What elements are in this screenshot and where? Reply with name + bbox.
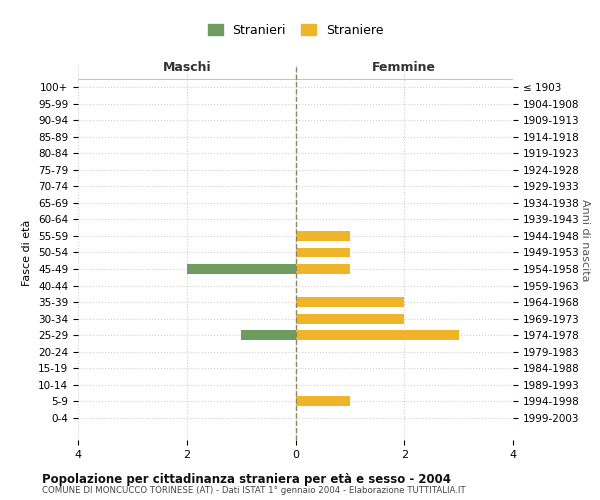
Text: Popolazione per cittadinanza straniera per età e sesso - 2004: Popolazione per cittadinanza straniera p…: [42, 472, 451, 486]
Bar: [296, 314, 404, 324]
Y-axis label: Anni di nascita: Anni di nascita: [0, 499, 1, 500]
Bar: [296, 264, 350, 274]
Bar: [241, 330, 296, 340]
Bar: [187, 264, 296, 274]
Y-axis label: Fasce di età: Fasce di età: [22, 220, 32, 286]
Bar: [296, 248, 350, 258]
Bar: [296, 396, 350, 406]
Text: Anni di nascita: Anni di nascita: [580, 198, 590, 281]
Bar: [296, 297, 404, 307]
Text: COMUNE DI MONCUCCO TORINESE (AT) - Dati ISTAT 1° gennaio 2004 - Elaborazione TUT: COMUNE DI MONCUCCO TORINESE (AT) - Dati …: [42, 486, 466, 495]
Text: Maschi: Maschi: [163, 61, 211, 74]
Bar: [296, 231, 350, 241]
Legend: Stranieri, Straniere: Stranieri, Straniere: [203, 19, 389, 42]
Text: Femmine: Femmine: [372, 61, 436, 74]
Bar: [296, 330, 458, 340]
